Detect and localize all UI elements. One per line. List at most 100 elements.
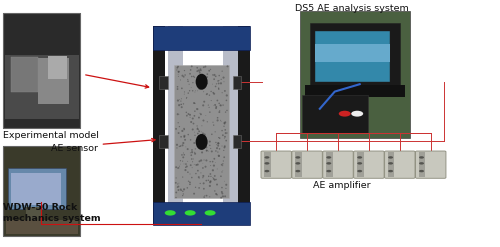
Point [178, 194, 186, 198]
Point [180, 141, 188, 145]
Point [196, 140, 204, 144]
Circle shape [264, 162, 270, 165]
Bar [310, 23, 400, 87]
Point [172, 190, 180, 194]
Point [200, 174, 207, 178]
Point [205, 69, 213, 73]
Circle shape [326, 156, 332, 159]
Point [199, 176, 207, 180]
Point [192, 172, 200, 176]
Point [209, 168, 217, 172]
Point [194, 163, 202, 166]
Point [216, 147, 224, 151]
Point [201, 194, 209, 198]
Point [204, 120, 212, 124]
Point [200, 119, 207, 123]
Point [212, 105, 220, 109]
Circle shape [388, 162, 393, 165]
Point [213, 146, 221, 150]
Point [188, 150, 196, 154]
Circle shape [264, 170, 270, 172]
Point [184, 91, 192, 95]
Point [216, 109, 224, 113]
Point [196, 87, 203, 91]
Bar [232, 76, 241, 89]
Point [194, 76, 202, 80]
Point [196, 82, 204, 86]
Point [198, 150, 206, 154]
Point [173, 146, 181, 150]
Circle shape [339, 111, 350, 117]
Point [214, 136, 222, 140]
Bar [418, 152, 426, 177]
Point [182, 165, 190, 169]
Point [174, 185, 182, 189]
Point [178, 175, 186, 179]
Bar [295, 152, 302, 177]
Point [224, 64, 232, 68]
FancyBboxPatch shape [354, 151, 384, 178]
Point [177, 99, 185, 103]
Point [198, 134, 206, 138]
Point [207, 89, 215, 93]
Circle shape [419, 170, 424, 172]
Point [184, 170, 192, 174]
Point [216, 118, 224, 122]
Point [182, 110, 190, 114]
Point [178, 153, 186, 157]
Point [190, 192, 198, 196]
Point [200, 187, 208, 191]
Bar [48, 56, 68, 79]
Point [182, 168, 190, 172]
Point [176, 164, 184, 168]
Bar [232, 135, 241, 148]
Point [178, 159, 186, 163]
Bar [6, 220, 78, 234]
Point [186, 180, 194, 184]
Bar [3, 145, 80, 236]
Bar [153, 26, 165, 226]
Point [191, 133, 199, 137]
Point [213, 143, 221, 147]
Point [213, 193, 221, 197]
Point [220, 122, 228, 126]
Point [180, 75, 188, 79]
Point [174, 166, 182, 170]
Point [182, 145, 190, 149]
Point [186, 138, 194, 142]
Text: Experimental model: Experimental model [3, 131, 99, 140]
Point [196, 67, 204, 71]
Point [196, 111, 204, 115]
Point [197, 159, 205, 163]
Point [218, 191, 226, 195]
Point [212, 74, 220, 78]
Point [180, 126, 188, 130]
FancyBboxPatch shape [292, 151, 322, 178]
Point [193, 69, 201, 73]
Point [189, 81, 197, 85]
Point [199, 166, 207, 170]
Point [223, 131, 231, 135]
Point [196, 182, 204, 185]
Point [190, 162, 198, 166]
Point [198, 85, 205, 89]
Point [210, 77, 218, 81]
Point [176, 98, 184, 102]
Point [175, 70, 183, 74]
Point [188, 157, 196, 161]
Point [172, 165, 180, 169]
Point [176, 144, 184, 148]
Point [217, 103, 225, 107]
Point [211, 103, 219, 107]
Point [178, 74, 186, 78]
Point [221, 89, 229, 93]
Point [206, 144, 214, 147]
Point [203, 148, 211, 152]
Bar [160, 76, 168, 89]
Bar [10, 173, 61, 205]
Point [188, 75, 196, 79]
Point [209, 73, 217, 77]
Text: AE sensor: AE sensor [50, 144, 98, 153]
Point [182, 96, 190, 100]
Point [194, 127, 202, 131]
